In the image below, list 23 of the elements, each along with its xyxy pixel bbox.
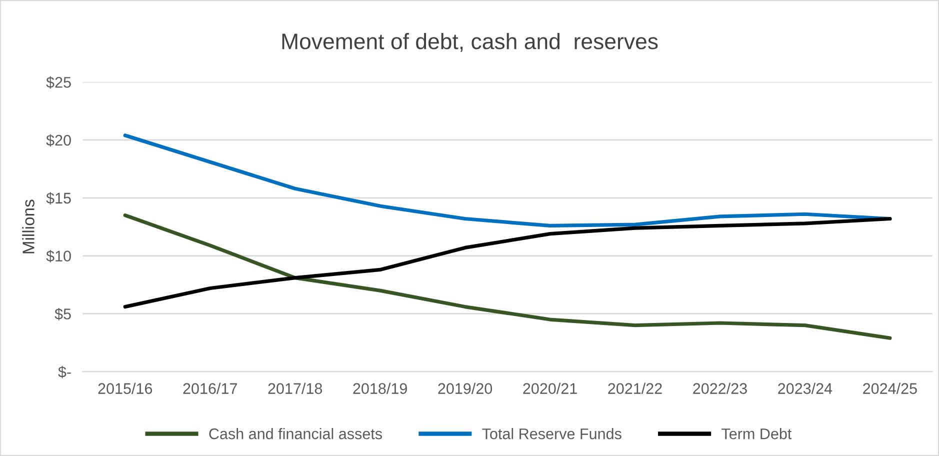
x-tick-label: 2021/22 bbox=[608, 382, 662, 394]
y-tick-label: $10 bbox=[46, 250, 71, 262]
x-tick-label: 2023/24 bbox=[778, 382, 832, 394]
chart-title: Movement of debt, cash and reserves bbox=[282, 32, 658, 52]
line-series bbox=[123, 216, 892, 309]
x-tick-label: 2020/21 bbox=[523, 382, 577, 394]
y-tick-label: $25 bbox=[46, 76, 71, 89]
line-series bbox=[123, 213, 892, 340]
x-tick-label: 2015/16 bbox=[98, 382, 152, 394]
legend-label: Term Debt bbox=[722, 428, 792, 440]
y-tick-label: $- bbox=[58, 366, 71, 378]
x-tick-label: 2019/20 bbox=[438, 382, 492, 394]
x-tick-label: 2024/25 bbox=[863, 382, 917, 394]
y-axis-title: Millions bbox=[22, 200, 34, 254]
legend-label: Cash and financial assets bbox=[209, 428, 382, 440]
x-tick-label: 2016/17 bbox=[183, 382, 237, 394]
y-tick-label: $20 bbox=[46, 134, 71, 147]
y-tick-label: $5 bbox=[54, 308, 71, 320]
x-tick-label: 2018/19 bbox=[353, 382, 407, 394]
x-tick-label: 2017/18 bbox=[268, 382, 322, 394]
legend-label: Total Reserve Funds bbox=[482, 428, 622, 440]
y-tick-label: $15 bbox=[46, 192, 71, 204]
x-tick-label: 2022/23 bbox=[693, 382, 747, 394]
